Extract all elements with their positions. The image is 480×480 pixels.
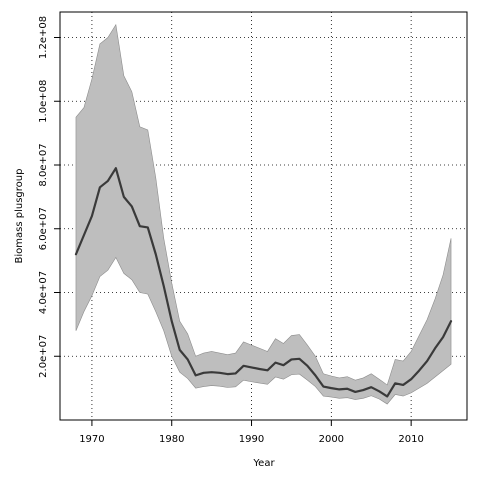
y-tick-label: 2.0e+07 <box>38 335 49 378</box>
series-line <box>74 167 453 398</box>
x-tick-label: 1980 <box>159 434 184 445</box>
x-tick-label: 1970 <box>79 434 104 445</box>
confidence-band <box>75 23 452 405</box>
x-tick-label: 2010 <box>398 434 423 445</box>
confidence-band-layer <box>75 23 452 405</box>
axes: 1970 1980 1990 2000 2010 2.0e+07 4.0e+07 6.0e+0… <box>38 16 424 445</box>
y-tick-label: 1.2e+08 <box>38 16 49 59</box>
y-tick-label: 4.0e+07 <box>38 271 49 314</box>
x-axis-title: Year <box>252 458 275 469</box>
x-tick-label: 1990 <box>239 434 264 445</box>
x-tick-label: 2000 <box>319 434 344 445</box>
y-axis-title: Biomass plusgroup <box>14 169 25 264</box>
y-tick-label: 8.0e+07 <box>38 143 49 186</box>
y-tick-label: 6.0e+07 <box>38 207 49 250</box>
series-line-layer <box>74 167 453 398</box>
plot-frame <box>59 11 468 421</box>
y-tick-label: 1.0e+08 <box>38 80 49 123</box>
